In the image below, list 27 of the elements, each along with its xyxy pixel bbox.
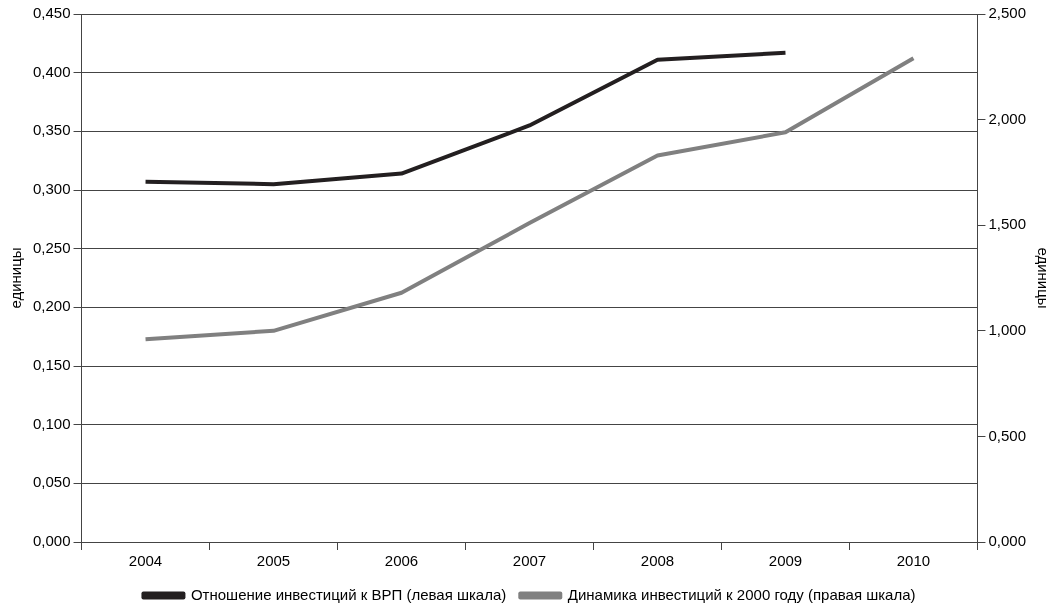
y-tick-label: 0,100 [32, 414, 71, 432]
y-tick-label: 0,450 [32, 4, 71, 22]
y2-tick-label: 2,000 [988, 109, 1027, 127]
legend-label: Отношение инвестиций к ВРП (левая шкала) [190, 585, 507, 603]
y-axis-title: единицы [7, 247, 25, 309]
y-tick-label: 0,200 [32, 297, 71, 315]
legend-label: Динамика инвестиций к 2000 году (правая шкала) [567, 585, 916, 603]
x-tick-label: 2005 [256, 552, 291, 570]
y2-tick-label: 1,000 [988, 320, 1027, 338]
y2-tick-label: 2,500 [988, 4, 1027, 22]
x-tick-label: 2007 [512, 552, 547, 570]
y-tick-label: 0,300 [32, 180, 71, 198]
y-tick-label: 0,250 [32, 238, 71, 256]
x-tick-label: 2004 [128, 552, 163, 570]
x-tick-label: 2009 [768, 552, 803, 570]
y-tick-label: 0,400 [32, 62, 71, 80]
x-tick-label: 2010 [896, 552, 931, 570]
y-tick-label: 0,350 [32, 121, 71, 139]
y-tick-label: 0,150 [32, 356, 71, 374]
y2-tick-label: 0,000 [988, 532, 1027, 550]
y2-tick-label: 1,500 [988, 215, 1027, 233]
y-tick-label: 0,000 [32, 532, 71, 550]
y2-tick-label: 0,500 [988, 426, 1027, 444]
x-tick-label: 2006 [384, 552, 419, 570]
y-tick-label: 0,050 [32, 473, 71, 491]
y2-axis-title: единицы [1034, 247, 1052, 309]
x-tick-label: 2008 [640, 552, 675, 570]
